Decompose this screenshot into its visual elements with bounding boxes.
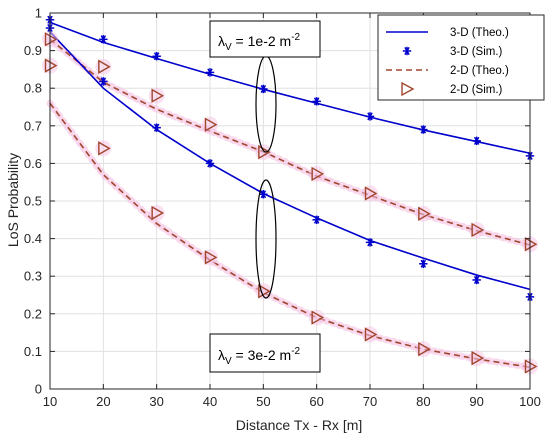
series-layer <box>42 15 538 375</box>
marker-3d-sim-1e-2 <box>365 112 375 121</box>
annotation-box-lower <box>209 333 321 373</box>
marker-3d-sim-3e-2 <box>419 259 428 268</box>
legend-label-2d-sim: 2-D (Sim.) <box>450 84 503 96</box>
marker-2d-sim-3e-2 <box>418 341 431 357</box>
x-tick-label: 60 <box>309 394 323 409</box>
marker-3d-sim-1e-2 <box>419 125 428 134</box>
annotation-upper: λV = 1e-2 m-2 <box>209 20 321 58</box>
y-tick-label: 0.9 <box>24 43 42 58</box>
marker-2d-sim-1e-2 <box>311 166 325 182</box>
marker-2d-sim-1e-2 <box>524 237 538 252</box>
y-tick-label: 0.7 <box>24 118 42 133</box>
y-tick-label: 0.3 <box>24 269 42 284</box>
marker-3d-sim-3e-2 <box>312 215 321 224</box>
marker-2d-sim-1e-2 <box>471 222 485 238</box>
x-tick-label: 40 <box>203 394 217 409</box>
annotation-label-lower: λV = 3e-2 m-2 <box>218 346 301 367</box>
marker-3d-sim-1e-2 <box>259 84 268 94</box>
marker-2d-sim-3e-2 <box>98 141 111 156</box>
y-tick-label: 0 <box>35 382 42 397</box>
marker-3d-sim-3e-2 <box>205 159 215 168</box>
series-line-3d-theo-3e-2 <box>49 31 531 291</box>
y-tick-label: 0.8 <box>24 81 42 96</box>
marker-2d-sim-3e-2 <box>311 310 325 325</box>
legend-label-3d-sim: 3-D (Sim.) <box>450 46 503 58</box>
marker-2d-sim-3e-2 <box>151 205 165 221</box>
marker-2d-sim-3e-2 <box>364 327 378 342</box>
x-tick-label: 70 <box>363 394 377 409</box>
series-line-3d-theo-1e-2 <box>49 21 531 155</box>
marker-3d-sim-1e-2 <box>152 52 161 61</box>
x-tick-label: 10 <box>43 394 57 409</box>
x-tick-label: 50 <box>256 394 270 409</box>
legend: 3-D (Theo.) 3-D (Sim.) 2-D (Theo.) 2-D (… <box>377 14 545 101</box>
marker-3d-sim-1e-2 <box>312 97 321 106</box>
tick-labels: 10 20 30 40 50 60 70 80 90 100 0 0.1 0.2 0.3 0.4 0.5 0.6… <box>24 6 541 410</box>
x-tick-label: 30 <box>149 394 163 409</box>
series-line-2d-theo-3e-2 <box>49 102 531 368</box>
x-tick-label: 100 <box>519 394 541 409</box>
marker-2d-sim-3e-2 <box>44 32 58 47</box>
y-axis-title: LoS Probability <box>5 153 21 247</box>
marker-3d-sim-1e-2 <box>472 136 481 146</box>
marker-2d-sim-1e-2 <box>204 117 218 132</box>
y-tick-label: 0.5 <box>24 194 42 209</box>
annotation-ellipse-upper <box>255 55 277 153</box>
marker-3d-sim-3e-2 <box>259 190 268 199</box>
y-tick-label: 0.6 <box>24 156 42 171</box>
y-tick-label: 0.1 <box>24 344 42 359</box>
marker-2d-sim-1e-2 <box>98 59 111 74</box>
legend-label-3d-theo: 3-D (Theo.) <box>450 27 509 39</box>
marker-3d-sim-3e-2 <box>99 77 108 86</box>
x-axis-title: Distance Tx - Rx [m] <box>236 417 363 433</box>
y-tick-label: 0.4 <box>24 231 42 246</box>
y-tick-label: 1 <box>35 6 42 21</box>
marker-3d-sim-3e-2 <box>152 123 161 132</box>
marker-2d-sim-3e-2 <box>471 350 485 366</box>
x-tick-label: 90 <box>469 394 483 409</box>
annotation-lower: λV = 3e-2 m-2 <box>209 333 321 373</box>
x-tick-label: 80 <box>416 394 430 409</box>
legend-asterisk-mark <box>402 46 412 56</box>
marker-3d-sim-3e-2 <box>472 275 481 285</box>
marker-2d-sim-1e-2 <box>258 144 271 160</box>
annotation-label-upper: λV = 1e-2 m-2 <box>218 32 301 53</box>
legend-label-2d-theo: 2-D (Theo.) <box>450 65 509 77</box>
y-tick-label: 0.2 <box>24 306 42 321</box>
x-tick-label: 20 <box>96 394 110 409</box>
annotation-ellipse-lower <box>255 179 277 299</box>
marker-3d-sim-1e-2 <box>99 35 108 44</box>
legend-box <box>377 14 545 101</box>
marker-2d-sim-3e-2 <box>524 359 538 374</box>
marker-2d-sim-3e-2 <box>204 250 218 265</box>
marker-2d-sim-1e-2 <box>151 88 165 103</box>
marker-2d-sim-1e-2 <box>44 58 58 73</box>
legend-swatch-2d-sim <box>401 81 415 97</box>
marker-3d-sim-1e-2 <box>205 68 215 77</box>
annotation-box-upper <box>209 20 321 58</box>
series-line-2d-theo-1e-2 <box>49 38 531 246</box>
series-glow-3e-2 <box>46 99 534 371</box>
legend-swatch-3d-sim <box>402 46 412 56</box>
plot-border <box>49 12 531 390</box>
marker-2d-sim-3e-2 <box>258 284 271 299</box>
marker-2d-sim-1e-2 <box>418 206 431 221</box>
marker-2d-sim-1e-2 <box>364 186 378 201</box>
marker-3d-sim-3e-2 <box>365 238 375 247</box>
